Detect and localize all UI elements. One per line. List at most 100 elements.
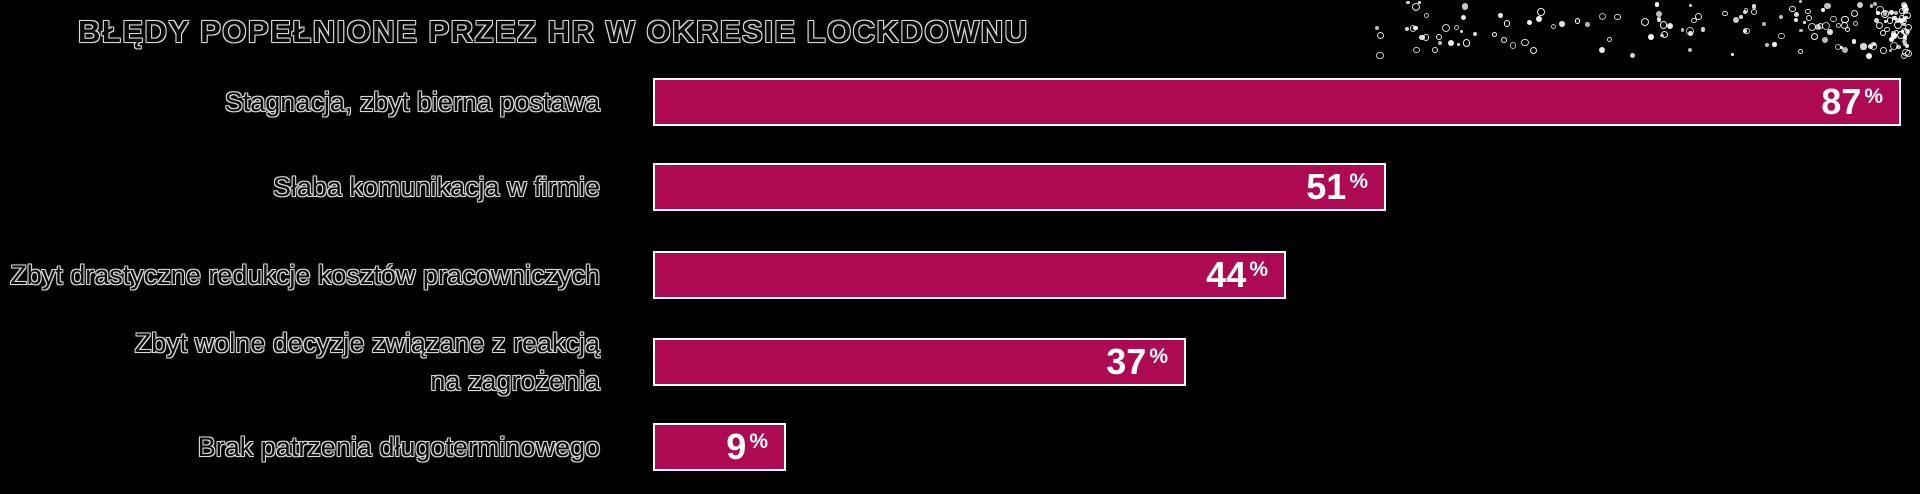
particle-dot (1614, 13, 1621, 21)
particle-dot (1688, 31, 1693, 36)
particle-dot (1521, 38, 1530, 47)
particle-dot (1815, 23, 1822, 30)
particle-dot (1841, 15, 1849, 24)
bar: 9% (653, 423, 786, 471)
particle-dot (1750, 8, 1758, 16)
particle-dot (1680, 28, 1684, 32)
particle-dot (1654, 2, 1660, 7)
particle-dot (1492, 32, 1497, 38)
particle-dot (1876, 11, 1880, 15)
particle-dot (1454, 25, 1460, 31)
particle-dot (1779, 14, 1783, 19)
particle-dot (1660, 30, 1669, 38)
bar-value-label: 37% (1106, 344, 1168, 380)
chart-title: BŁĘDY POPEŁNIONE PRZEZ HR W OKRESIE LOCK… (78, 14, 1029, 49)
particle-dot (1667, 22, 1674, 29)
particle-dot (1901, 28, 1908, 36)
particle-dot (1501, 36, 1508, 43)
particle-dot (1422, 33, 1430, 41)
particle-dot (1896, 30, 1905, 39)
particle-dot (1905, 29, 1910, 34)
particle-dot (1798, 0, 1802, 3)
particle-dot (1876, 22, 1883, 30)
particle-dot (1902, 48, 1910, 57)
particle-dot (1841, 46, 1848, 53)
particle-dot (1406, 0, 1410, 5)
particle-dot (1869, 4, 1874, 8)
particle-dot (1835, 43, 1842, 50)
bar-category-label: Stagnacja, zbyt bierna postawa (224, 87, 600, 117)
particle-dot (1743, 9, 1747, 14)
particle-dot (1876, 6, 1884, 14)
particle-dot (1793, 11, 1799, 17)
particle-dot (1860, 43, 1867, 50)
bar-value-label: 51% (1306, 169, 1368, 205)
particle-dot (1900, 17, 1907, 24)
particle-dot (1606, 37, 1612, 43)
bar-row: Stagnacja, zbyt bierna postawa 87% (0, 78, 1920, 126)
particle-dot (1868, 44, 1874, 49)
particle-dot (1893, 29, 1899, 35)
particle-dots-decoration (1365, 0, 1920, 60)
particle-dot (1413, 25, 1418, 31)
particle-dot (1901, 52, 1908, 60)
particle-dot (1901, 1, 1908, 9)
particle-dot (1504, 20, 1511, 27)
particle-dot (1438, 41, 1442, 45)
particle-dot (1659, 21, 1668, 30)
particle-dot (1793, 17, 1798, 22)
particle-dot (1890, 41, 1898, 50)
particle-dot (1641, 17, 1650, 26)
particle-dot (1898, 17, 1904, 24)
particle-dot (1901, 18, 1906, 23)
particle-dot (1903, 34, 1908, 39)
particle-dot (1845, 26, 1851, 32)
particle-dot (1721, 10, 1728, 17)
particle-dot (1891, 33, 1897, 39)
particle-dot (1423, 12, 1430, 18)
particle-dot (1903, 9, 1908, 14)
particle-dot (1872, 2, 1877, 7)
particle-dot (1871, 42, 1876, 47)
particle-dot (1778, 32, 1785, 40)
particle-dot (1695, 13, 1702, 21)
particle-dot (1902, 41, 1908, 46)
particle-dot (1803, 21, 1807, 25)
bar-category-label: Zbyt wolne decyzje związane z reakcją na… (134, 328, 600, 396)
particle-dot (1413, 46, 1421, 54)
bar-value-label: 87% (1821, 84, 1883, 120)
bar: 37% (653, 338, 1186, 386)
particle-dot (1900, 29, 1904, 33)
particle-dot (1743, 29, 1748, 34)
particle-dot (1835, 22, 1842, 29)
particle-dot (1830, 15, 1837, 23)
particle-dot (1902, 4, 1906, 8)
particle-dot (1905, 44, 1909, 49)
particle-dot (1901, 6, 1907, 12)
particle-dot (1656, 11, 1663, 18)
particle-dot (1888, 49, 1892, 53)
particle-dot (1810, 32, 1819, 41)
particle-dot (1461, 3, 1468, 10)
particle-dot (1751, 3, 1757, 9)
particle-dot (1448, 39, 1455, 46)
particle-dot (1798, 48, 1804, 54)
particle-dot (1904, 23, 1912, 31)
bar-value-number: 37 (1106, 341, 1147, 382)
particle-dot (1904, 7, 1909, 12)
particle-dot (1599, 46, 1606, 53)
particle-dot (1732, 16, 1740, 24)
particle-dot (1857, 1, 1864, 8)
particle-dot (1904, 15, 1908, 20)
particle-dot (1840, 45, 1844, 49)
particle-dot (1884, 20, 1888, 24)
particle-dot (1901, 39, 1906, 44)
particle-dot (1903, 11, 1911, 20)
particle-dot (1535, 15, 1542, 22)
particle-dot (1899, 18, 1904, 24)
particle-dot (1376, 51, 1385, 60)
particle-dot (1853, 20, 1859, 26)
percent-sign: % (1249, 258, 1268, 281)
particle-dot (1739, 15, 1744, 20)
particle-dot (1691, 17, 1697, 24)
